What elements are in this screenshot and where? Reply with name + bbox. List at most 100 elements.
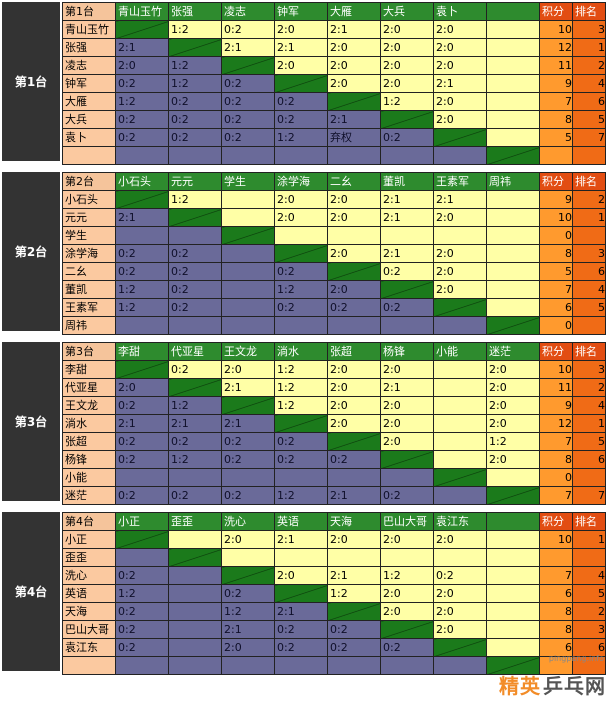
result-cell xyxy=(168,146,222,165)
column-player-header: 李甜 xyxy=(115,342,169,361)
score-cell: 10 xyxy=(539,360,573,379)
row-player-name: 钟军 xyxy=(62,74,116,93)
diagonal-cell xyxy=(486,486,540,505)
header-row: 第2台 小石头 元元 学生 涂学海 二幺 董凯 王素军 周祎 积分 排名 xyxy=(62,172,606,191)
group-label: 第2台 xyxy=(2,172,60,331)
diagonal-cell xyxy=(433,298,487,317)
diagonal-cell xyxy=(274,584,328,603)
result-cell: 1:2 xyxy=(168,190,222,209)
table-row: 巴山大哥 0:2 2:1 0:2 0:2 2:0 8 3 xyxy=(62,620,606,639)
row-player-name: 代亚星 xyxy=(62,378,116,397)
diagonal-cell xyxy=(380,450,434,469)
result-cell: 0:2 xyxy=(221,432,275,451)
score-cell: 10 xyxy=(539,208,573,227)
rank-cell: 6 xyxy=(572,92,606,111)
result-cell xyxy=(380,316,434,335)
result-cell: 1:2 xyxy=(168,450,222,469)
result-cell: 0:2 xyxy=(274,620,328,639)
row-player-name: 小石头 xyxy=(62,190,116,209)
result-cell: 2:0 xyxy=(327,38,381,57)
result-cell: 2:1 xyxy=(168,414,222,433)
corner-cell: 第3台 xyxy=(62,342,116,361)
rank-cell: 2 xyxy=(572,56,606,75)
column-player-header: 涂学海 xyxy=(274,172,328,191)
result-cell: 2:0 xyxy=(327,190,381,209)
rank-cell: 3 xyxy=(572,20,606,39)
result-cell xyxy=(433,450,487,469)
result-cell: 2:0 xyxy=(433,92,487,111)
diagonal-cell xyxy=(327,432,381,451)
row-player-name: 涂学海 xyxy=(62,244,116,263)
diagonal-cell xyxy=(433,638,487,657)
rank-header: 排名 xyxy=(572,342,606,361)
diagonal-cell xyxy=(274,74,328,93)
score-cell: 8 xyxy=(539,110,573,129)
column-player-header: 袁卜 xyxy=(433,2,487,21)
result-cell xyxy=(168,566,222,585)
score-cell: 0 xyxy=(539,316,573,335)
result-cell xyxy=(433,432,487,451)
score-cell: 6 xyxy=(539,584,573,603)
result-cell xyxy=(115,656,169,675)
rank-cell: 4 xyxy=(572,74,606,93)
diagonal-cell xyxy=(115,20,169,39)
result-cell: 2:0 xyxy=(486,360,540,379)
table-row: 钟军 0:2 1:2 0:2 2:0 2:0 2:1 9 4 xyxy=(62,74,606,93)
diagonal-cell xyxy=(327,92,381,111)
score-cell: 0 xyxy=(539,226,573,245)
column-player-header: 淌水 xyxy=(274,342,328,361)
result-cell: 2:0 xyxy=(274,20,328,39)
result-cell xyxy=(486,74,540,93)
table-row: 淌水 2:1 2:1 2:1 2:0 2:0 2:0 12 1 xyxy=(62,414,606,433)
column-player-header: 王文龙 xyxy=(221,342,275,361)
result-cell: 2:0 xyxy=(380,38,434,57)
result-cell xyxy=(486,548,540,567)
header-row: 第3台 李甜 代亚星 王文龙 淌水 张超 杨锋 小能 迷茫 积分 排名 xyxy=(62,342,606,361)
row-player-name: 小正 xyxy=(62,530,116,549)
result-cell xyxy=(486,56,540,75)
result-cell xyxy=(486,468,540,487)
result-cell: 0:2 xyxy=(115,244,169,263)
diagonal-cell xyxy=(274,414,328,433)
row-player-name: 王素军 xyxy=(62,298,116,317)
result-cell: 0:2 xyxy=(168,244,222,263)
column-player-header: 小能 xyxy=(433,342,487,361)
result-cell: 0:2 xyxy=(115,486,169,505)
result-cell xyxy=(486,38,540,57)
diagonal-cell xyxy=(168,378,222,397)
result-cell xyxy=(221,208,275,227)
row-player-name: 李甜 xyxy=(62,360,116,379)
table-row: 小正 2:0 2:1 2:0 2:0 2:0 10 1 xyxy=(62,530,606,549)
result-cell: 1:2 xyxy=(168,20,222,39)
result-cell: 1:2 xyxy=(274,396,328,415)
result-cell xyxy=(327,656,381,675)
column-player-header: 歪歪 xyxy=(168,512,222,531)
result-cell: 2:0 xyxy=(433,602,487,621)
result-cell: 2:0 xyxy=(115,56,169,75)
score-cell xyxy=(539,656,573,675)
result-cell: 2:0 xyxy=(274,566,328,585)
rank-cell: 1 xyxy=(572,208,606,227)
result-cell: 0:2 xyxy=(327,620,381,639)
result-cell xyxy=(221,262,275,281)
result-cell: 0:2 xyxy=(221,20,275,39)
result-cell: 2:0 xyxy=(274,56,328,75)
result-cell: 0:2 xyxy=(221,584,275,603)
result-cell: 2:0 xyxy=(380,530,434,549)
result-cell: 2:0 xyxy=(380,432,434,451)
result-cell: 1:2 xyxy=(168,56,222,75)
result-cell: 0:2 xyxy=(274,110,328,129)
table-row: 天海 0:2 1:2 2:1 2:0 2:0 8 2 xyxy=(62,602,606,621)
result-cell xyxy=(486,530,540,549)
rank-cell: 7 xyxy=(572,128,606,147)
result-cell: 1:2 xyxy=(115,584,169,603)
result-cell: 1:2 xyxy=(274,378,328,397)
rank-cell: 4 xyxy=(572,396,606,415)
diagonal-cell xyxy=(115,360,169,379)
rank-cell: 2 xyxy=(572,602,606,621)
score-cell: 5 xyxy=(539,128,573,147)
diagonal-cell xyxy=(433,468,487,487)
result-cell: 1:2 xyxy=(327,584,381,603)
result-cell: 2:0 xyxy=(433,620,487,639)
watermark-brand-2: 乒乓网 xyxy=(543,674,606,698)
